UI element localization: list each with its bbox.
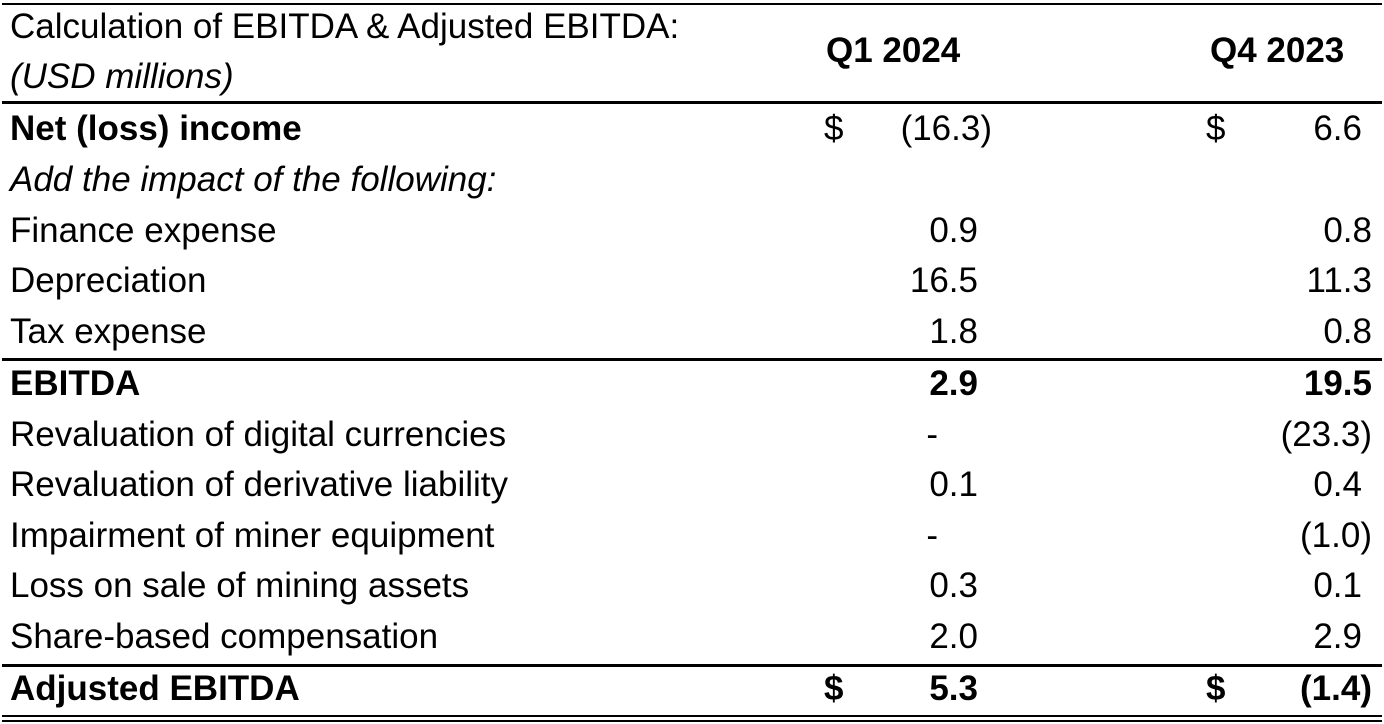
currency-symbol: $ <box>1206 669 1226 708</box>
value-q1-2024: (16.3) <box>900 109 992 148</box>
value-q1-2024: 0.9 <box>929 211 978 250</box>
value-q4-2023: 0.1 <box>1313 566 1362 605</box>
value-q4-2023: (23.3) <box>1280 415 1372 454</box>
value-q4-2023: (1.0) <box>1300 516 1372 555</box>
currency-symbol: $ <box>1206 109 1226 148</box>
row-label-share-based-compensation: Share-based compensation <box>10 617 439 656</box>
row-label-finance-expense: Finance expense <box>10 211 277 250</box>
row-label-loss-on-sale: Loss on sale of mining assets <box>10 566 470 605</box>
value-q4-2023: 11.3 <box>1306 261 1372 300</box>
bottom-rule <box>2 720 1382 722</box>
header-rule <box>2 101 1382 104</box>
table-units: (USD millions) <box>10 57 234 96</box>
column-header-q4-2023: Q4 2023 <box>1210 31 1345 70</box>
value-q4-2023: 0.4 <box>1313 465 1362 504</box>
row-label-revaluation-digital-currencies: Revaluation of digital currencies <box>10 415 507 454</box>
column-header-q1-2024: Q1 2024 <box>826 31 961 70</box>
row-label-depreciation: Depreciation <box>10 261 207 300</box>
row-label-ebitda: EBITDA <box>10 364 141 403</box>
currency-symbol: $ <box>824 669 844 708</box>
value-q4-2023: 6.6 <box>1313 109 1362 148</box>
value-q1-2024: 2.0 <box>929 617 978 656</box>
bottom-rule <box>2 715 1382 717</box>
row-label-add-impact: Add the impact of the following: <box>10 160 497 199</box>
total-rule <box>2 664 1382 667</box>
value-q1-2024: 2.9 <box>929 364 978 403</box>
value-q4-2023: 2.9 <box>1313 617 1362 656</box>
value-q4-2023: 0.8 <box>1323 312 1372 351</box>
value-q1-2024: 0.1 <box>929 465 978 504</box>
currency-symbol: $ <box>824 109 844 148</box>
row-label-impairment-miner-equipment: Impairment of miner equipment <box>10 516 495 555</box>
value-q1-2024: 16.5 <box>909 261 978 300</box>
table-top-rule <box>2 3 1382 5</box>
table-title: Calculation of EBITDA & Adjusted EBITDA: <box>10 7 680 46</box>
subtotal-rule <box>2 358 1382 361</box>
row-label-revaluation-derivative-liability: Revaluation of derivative liability <box>10 465 509 504</box>
value-q1-2024: - <box>926 415 938 454</box>
row-label-net-income: Net (loss) income <box>10 109 302 148</box>
value-q4-2023: 19.5 <box>1303 364 1372 403</box>
value-q4-2023: (1.4) <box>1300 669 1372 708</box>
value-q1-2024: - <box>926 516 938 555</box>
row-label-adjusted-ebitda: Adjusted EBITDA <box>10 669 300 708</box>
value-q4-2023: 0.8 <box>1323 211 1372 250</box>
row-label-tax-expense: Tax expense <box>10 312 207 351</box>
value-q1-2024: 1.8 <box>929 312 978 351</box>
value-q1-2024: 5.3 <box>929 669 978 708</box>
value-q1-2024: 0.3 <box>929 566 978 605</box>
